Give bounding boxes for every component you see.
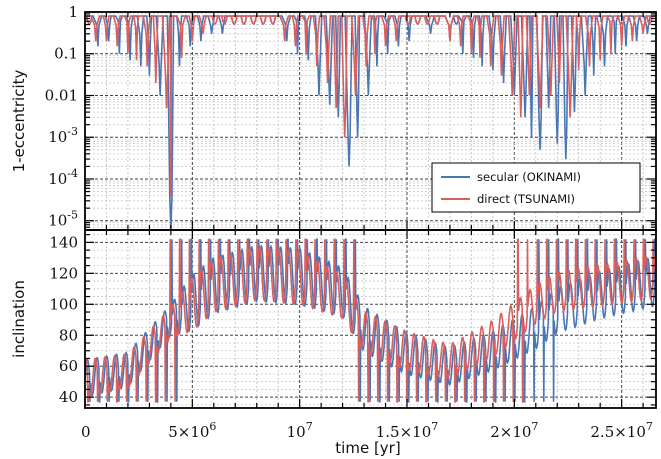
x-tick-labels: 0 5×106 107 1.5×107 2×107 2.5×107 (81, 420, 653, 441)
legend: secular (OKINAMI) direct (TSUNAMI) (431, 162, 641, 213)
y-tick-label: 1 (68, 3, 78, 21)
y-tick-labels: 1 0.1 0.01 10-3 10-4 10-5 40 60 80 100 120 140 (45, 3, 78, 406)
y-tick-label: 40 (59, 388, 78, 406)
y-tick-label: 140 (49, 233, 78, 251)
x-axis-title: time [yr] (335, 439, 400, 457)
x-tick-label: 0 (81, 423, 91, 441)
bottom-series-direct-line (85, 238, 656, 403)
x-tick-label: 2×107 (490, 420, 538, 441)
bottom-panel-frame (84, 229, 657, 409)
legend-box (431, 162, 641, 213)
y-tick-label: 0.01 (45, 86, 78, 104)
bottom-panel-series (85, 238, 656, 403)
y-tick-label: 100 (49, 295, 78, 313)
legend-label-direct: direct (TSUNAMI) (477, 192, 575, 206)
x-tick-label: 1.5×107 (376, 420, 439, 441)
bottom-y-axis-title: inclination (10, 280, 28, 358)
y-tick-label: 0.1 (54, 45, 78, 63)
legend-label-secular: secular (OKINAMI) (477, 170, 581, 184)
y-tick-label: 120 (49, 264, 78, 282)
y-tick-label: 10-5 (48, 209, 78, 230)
y-tick-label: 80 (59, 326, 78, 344)
x-tick-label: 5×106 (168, 420, 216, 441)
x-tick-label: 2.5×107 (590, 420, 653, 441)
x-tick-label: 107 (287, 420, 313, 441)
y-tick-label: 10-4 (48, 167, 78, 188)
y-tick-label: 10-3 (48, 125, 78, 146)
top-y-axis-title: 1-eccentricity (10, 69, 28, 172)
y-tick-label: 60 (59, 357, 78, 375)
